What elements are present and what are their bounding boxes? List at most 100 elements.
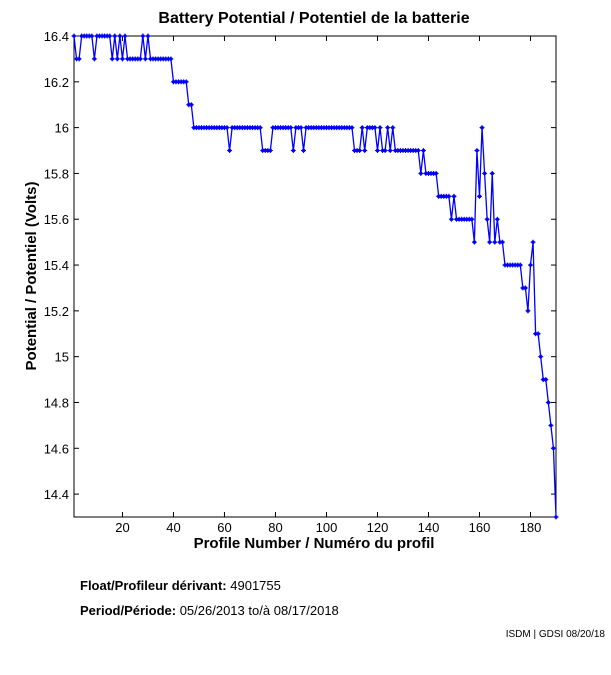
data-point	[492, 239, 498, 245]
data-point	[372, 125, 378, 131]
data-point	[369, 125, 375, 131]
y-axis-label: Potential / Potentiel (Volts)	[23, 182, 40, 371]
x-tick-label: 140	[418, 520, 440, 535]
data-point	[186, 102, 192, 108]
period-info: Period/Période: 05/26/2013 to/à 08/17/20…	[80, 603, 339, 618]
data-point	[482, 170, 488, 176]
period-label: Period/Période:	[80, 603, 177, 618]
data-point	[476, 193, 482, 199]
data-point	[357, 148, 363, 154]
data-point	[451, 193, 457, 199]
data-point	[497, 239, 503, 245]
data-point	[298, 125, 304, 131]
period-end: 08/17/2018	[273, 603, 339, 618]
data-point	[336, 125, 342, 131]
data-point	[244, 125, 250, 131]
data-point	[548, 422, 554, 428]
period-separator: to/à	[248, 603, 271, 618]
data-point	[145, 33, 151, 39]
data-point	[487, 239, 493, 245]
data-point	[219, 125, 225, 131]
data-point	[262, 148, 268, 154]
data-point	[349, 125, 355, 131]
data-point	[387, 148, 393, 154]
data-point	[418, 170, 424, 176]
x-axis-label: Profile Number / Numéro du profil	[194, 535, 435, 552]
data-point	[403, 148, 409, 154]
data-point	[535, 331, 541, 337]
x-tick-label: 80	[268, 520, 282, 535]
data-point	[390, 125, 396, 131]
data-point	[471, 239, 477, 245]
float-info: Float/Profileur dérivant: 4901755	[80, 578, 281, 593]
data-point	[494, 216, 500, 222]
data-point	[408, 148, 414, 154]
data-point	[112, 33, 118, 39]
y-tick-label: 16.2	[44, 75, 69, 90]
data-point	[71, 33, 77, 39]
data-point	[469, 216, 475, 222]
data-point	[321, 125, 327, 131]
data-point	[137, 56, 143, 62]
data-point	[479, 125, 485, 131]
data-point	[89, 33, 95, 39]
series-line	[73, 35, 557, 518]
data-point	[168, 56, 174, 62]
period-start: 05/26/2013	[179, 603, 245, 618]
data-point	[181, 79, 187, 85]
data-point	[550, 445, 556, 451]
data-point	[397, 148, 403, 154]
data-point	[362, 148, 368, 154]
y-tick-label: 15.2	[44, 304, 69, 319]
data-point	[522, 285, 528, 291]
data-point	[553, 514, 559, 520]
x-tick-label: 120	[367, 520, 389, 535]
data-point	[344, 125, 350, 131]
x-tick-label: 20	[115, 520, 129, 535]
data-point	[395, 148, 401, 154]
x-tick-label: 100	[316, 520, 338, 535]
data-point	[420, 148, 426, 154]
data-point	[517, 262, 523, 268]
data-point	[489, 170, 495, 176]
data-point	[122, 33, 128, 39]
data-point	[188, 102, 194, 108]
data-point	[530, 239, 536, 245]
data-point	[448, 216, 454, 222]
data-point	[117, 33, 123, 39]
x-tick-label: 180	[520, 520, 542, 535]
y-tick-label: 14.8	[44, 395, 69, 410]
data-point	[224, 125, 230, 131]
data-point	[415, 148, 421, 154]
data-point	[119, 56, 125, 62]
y-tick-label: 15	[55, 350, 69, 365]
data-point	[267, 148, 273, 154]
data-point	[288, 125, 294, 131]
y-tick-label: 16.4	[44, 29, 69, 44]
data-point	[107, 33, 113, 39]
footer-credit: ISDM | GDSI 08/20/18	[505, 629, 605, 640]
data-point	[155, 56, 161, 62]
data-point	[204, 125, 210, 131]
data-point	[91, 56, 97, 62]
plot-area	[73, 35, 557, 518]
data-point	[377, 125, 383, 131]
data-point	[260, 148, 266, 154]
data-point	[114, 56, 120, 62]
data-point	[400, 148, 406, 154]
data-point	[76, 56, 82, 62]
data-point	[227, 148, 233, 154]
data-point	[265, 148, 271, 154]
data-point	[109, 56, 115, 62]
y-tick-label: 15.8	[44, 166, 69, 181]
data-point	[84, 33, 90, 39]
data-point	[499, 239, 505, 245]
data-point	[301, 148, 307, 154]
data-point	[538, 354, 544, 360]
data-point	[311, 125, 317, 131]
data-point	[385, 125, 391, 131]
data-point	[142, 56, 148, 62]
data-point	[382, 148, 388, 154]
data-point	[176, 79, 182, 85]
